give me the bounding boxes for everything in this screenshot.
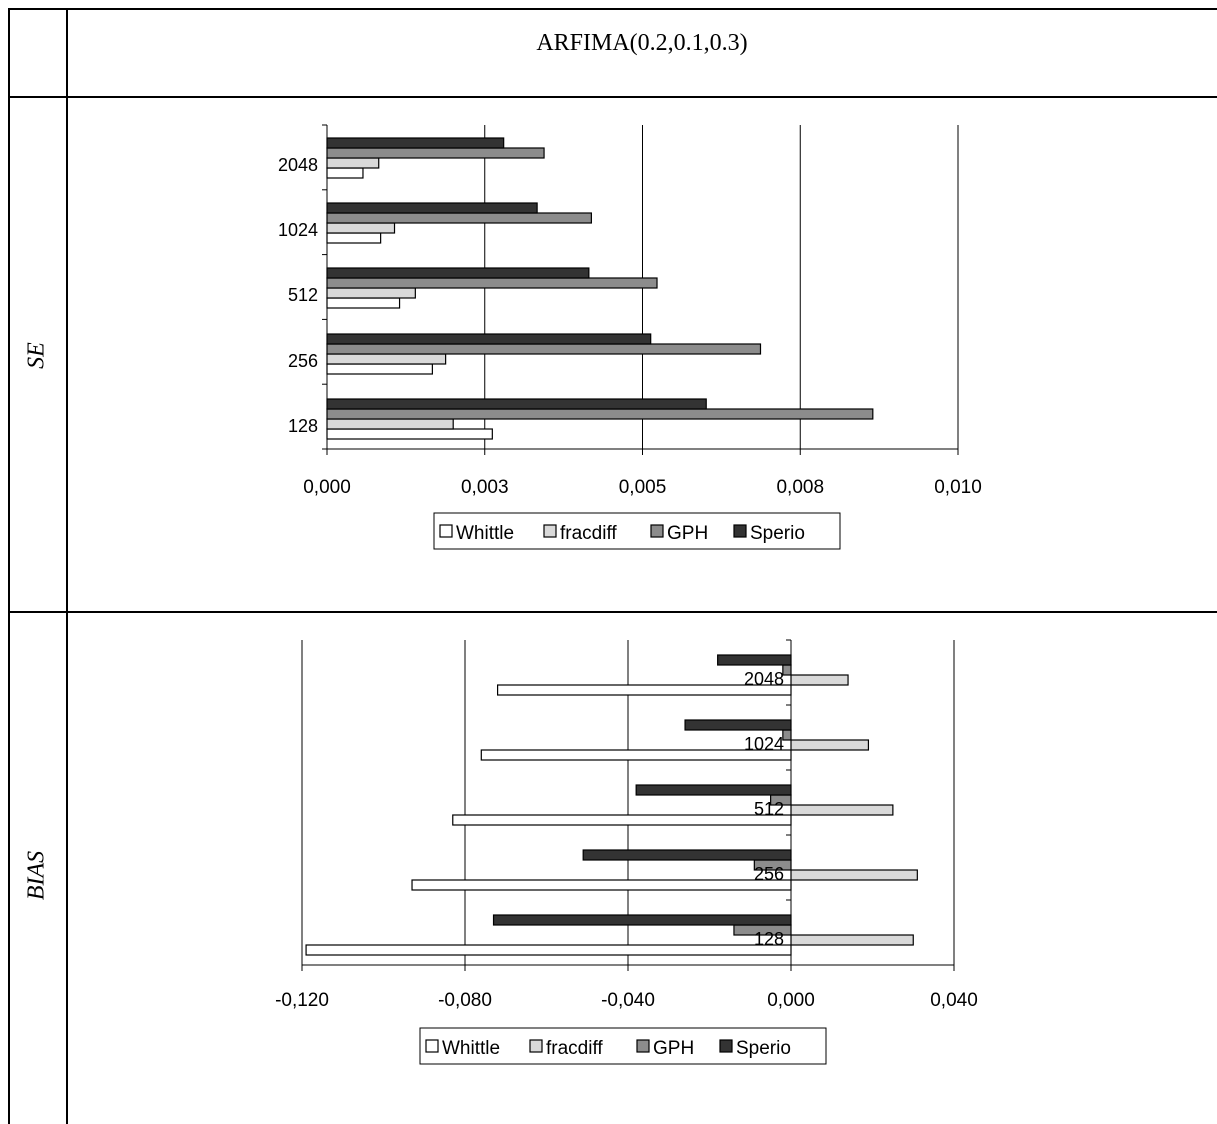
x-tick-label: 0,005: [619, 477, 667, 498]
x-tick-label: 0,008: [776, 477, 824, 498]
table-row-divider-1: [8, 96, 1217, 98]
category-label: 2048: [744, 669, 784, 689]
legend-swatch: [719, 1039, 733, 1053]
table-border-left: [8, 8, 10, 1124]
legend-entry: GPH: [653, 1038, 694, 1059]
bar-whittle: [497, 684, 792, 696]
bar-sperio: [326, 137, 505, 149]
legend-swatch: [425, 1039, 439, 1053]
legend-entry: fracdiff: [546, 1038, 603, 1059]
table-header-title: ARFIMA(0.2,0.1,0.3): [536, 30, 748, 56]
legend-entry: GPH: [667, 523, 708, 544]
x-tick-label: -0,120: [275, 990, 329, 1011]
category-label: 512: [288, 285, 318, 305]
bar-whittle: [305, 944, 792, 956]
bar-whittle: [480, 749, 792, 761]
legend-entry: Sperio: [736, 1038, 791, 1059]
category-label: 128: [754, 929, 784, 949]
bar-whittle: [411, 879, 792, 891]
legend-swatch: [543, 524, 557, 538]
bar-sperio: [326, 267, 590, 279]
bar-sperio: [635, 784, 792, 796]
legend-entry: Whittle: [442, 1038, 500, 1059]
bar-gph: [782, 729, 792, 741]
bar-fracdiff: [790, 674, 849, 686]
legend-swatch: [529, 1039, 543, 1053]
bar-fracdiff: [790, 934, 914, 946]
legend-entry: Whittle: [456, 523, 514, 544]
bar-sperio: [684, 719, 792, 731]
x-tick-label: 0,000: [303, 477, 351, 498]
bar-sperio: [717, 654, 792, 666]
legend-swatch: [650, 524, 664, 538]
bar-sperio: [582, 849, 792, 861]
legend-swatch: [733, 524, 747, 538]
category-label: 1024: [278, 220, 318, 240]
category-label: 1024: [744, 734, 784, 754]
table-row-divider-2: [8, 611, 1217, 613]
bar-sperio: [326, 333, 652, 345]
x-tick-label: -0,080: [438, 990, 492, 1011]
bar-sperio: [326, 202, 538, 214]
bar-gph: [782, 664, 792, 676]
x-tick-label: -0,040: [601, 990, 655, 1011]
category-label: 256: [288, 351, 318, 371]
legend: [433, 512, 841, 550]
legend-entry: fracdiff: [560, 523, 617, 544]
x-tick-label: 0,040: [930, 990, 978, 1011]
category-label: 2048: [278, 155, 318, 175]
table-column-divider: [66, 8, 68, 1124]
legend-swatch: [636, 1039, 650, 1053]
x-tick-label: 0,010: [934, 477, 982, 498]
legend: [419, 1027, 827, 1065]
x-tick-label: 0,003: [461, 477, 509, 498]
category-label: 512: [754, 799, 784, 819]
category-label: 256: [754, 864, 784, 884]
bar-sperio: [326, 398, 707, 410]
table-border-top: [8, 8, 1217, 10]
bar-fracdiff: [790, 804, 894, 816]
bar-fracdiff: [790, 739, 870, 751]
legend-swatch: [439, 524, 453, 538]
x-tick-label: 0,000: [767, 990, 815, 1011]
legend-entry: Sperio: [750, 523, 805, 544]
bar-whittle: [452, 814, 792, 826]
bar-sperio: [492, 914, 792, 926]
bar-fracdiff: [790, 869, 918, 881]
category-label: 128: [288, 416, 318, 436]
